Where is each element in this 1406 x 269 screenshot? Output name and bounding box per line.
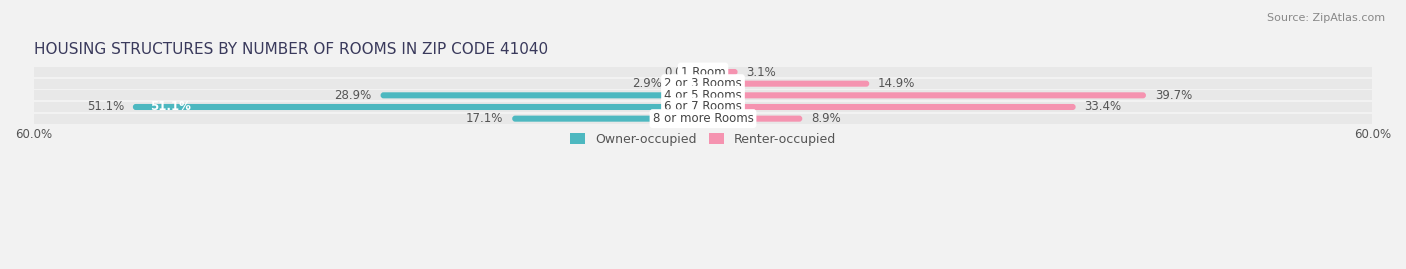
Text: 8 or more Rooms: 8 or more Rooms bbox=[652, 112, 754, 125]
Text: 51.1%: 51.1% bbox=[149, 101, 190, 114]
Text: 14.9%: 14.9% bbox=[879, 77, 915, 90]
Text: HOUSING STRUCTURES BY NUMBER OF ROOMS IN ZIP CODE 41040: HOUSING STRUCTURES BY NUMBER OF ROOMS IN… bbox=[34, 42, 548, 57]
Text: 4 or 5 Rooms: 4 or 5 Rooms bbox=[664, 89, 742, 102]
Bar bbox=[34, 90, 1372, 100]
FancyBboxPatch shape bbox=[703, 104, 1076, 110]
Bar bbox=[34, 102, 1372, 112]
FancyBboxPatch shape bbox=[132, 104, 703, 110]
Text: 2.9%: 2.9% bbox=[631, 77, 662, 90]
Text: 6 or 7 Rooms: 6 or 7 Rooms bbox=[664, 101, 742, 114]
Bar bbox=[34, 79, 1372, 89]
Bar bbox=[34, 67, 1372, 77]
Text: 8.9%: 8.9% bbox=[811, 112, 841, 125]
Bar bbox=[34, 114, 1372, 124]
Text: 33.4%: 33.4% bbox=[1084, 101, 1122, 114]
FancyBboxPatch shape bbox=[703, 69, 738, 75]
Text: 3.1%: 3.1% bbox=[747, 66, 776, 79]
FancyBboxPatch shape bbox=[703, 92, 1146, 98]
FancyBboxPatch shape bbox=[671, 81, 703, 87]
Text: Source: ZipAtlas.com: Source: ZipAtlas.com bbox=[1267, 13, 1385, 23]
FancyBboxPatch shape bbox=[381, 92, 703, 98]
Text: 28.9%: 28.9% bbox=[335, 89, 371, 102]
Text: 1 Room: 1 Room bbox=[681, 66, 725, 79]
Text: 0.0%: 0.0% bbox=[665, 66, 695, 79]
FancyBboxPatch shape bbox=[703, 81, 869, 87]
Text: 17.1%: 17.1% bbox=[465, 112, 503, 125]
FancyBboxPatch shape bbox=[512, 116, 703, 122]
Text: 2 or 3 Rooms: 2 or 3 Rooms bbox=[664, 77, 742, 90]
Legend: Owner-occupied, Renter-occupied: Owner-occupied, Renter-occupied bbox=[565, 128, 841, 151]
FancyBboxPatch shape bbox=[703, 116, 803, 122]
Text: 51.1%: 51.1% bbox=[87, 101, 124, 114]
Text: 39.7%: 39.7% bbox=[1154, 89, 1192, 102]
